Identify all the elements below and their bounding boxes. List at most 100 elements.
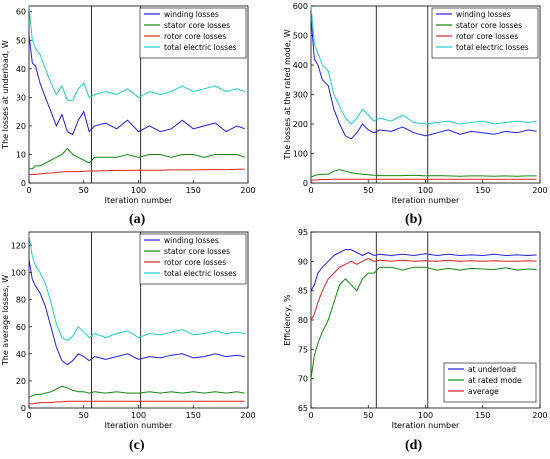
x-tick-label: 50 [79,411,89,420]
series-line-4 [310,5,537,125]
y-tick-label: 0 [21,179,26,188]
y-tick-label: 80 [16,296,26,305]
y-tick-label: 95 [298,228,308,237]
legend-label: winding losses [456,10,511,19]
series-line-2 [310,266,537,379]
panel-label-b: (b) [405,212,423,227]
legend-label: at rated mode [468,376,522,385]
legend-label: total electric losses [456,43,529,52]
legend-label: at underload [468,365,516,374]
y-tick-label: 75 [298,345,308,354]
series-line-3 [311,178,537,181]
series-line-2 [310,169,537,178]
y-tick-label: 20 [16,122,26,131]
y-tick-label: 200 [293,120,308,129]
x-tick-label: 150 [186,186,201,195]
x-tick-label: 50 [363,186,373,195]
x-axis-label: Iteration number [392,421,460,430]
series-line-1 [310,249,537,291]
legend-label: stator core losses [164,247,230,256]
panel-label-c: (c) [129,438,145,453]
y-tick-label: 0 [21,404,26,413]
y-tick-label: 65 [298,404,308,413]
x-tick-label: 0 [26,411,31,420]
y-tick-label: 100 [11,269,26,278]
y-tick-label: 30 [16,93,26,102]
legend: winding losses stator core losses rotor co… [431,7,539,59]
x-tick-label: 100 [418,411,433,420]
y-axis-label: The average losses, W [1,275,10,366]
x-tick-label: 200 [532,411,547,420]
y-axis-label: The losses at the rated mode, W [283,29,292,160]
y-tick-label: 85 [298,287,308,296]
series-line-2 [29,147,245,170]
series-line-2 [28,385,245,398]
x-tick-label: 100 [131,186,146,195]
y-tick-label: 400 [293,61,308,70]
x-tick-label: 50 [363,411,373,420]
y-tick-label: 70 [298,375,308,384]
y-tick-label: 40 [16,350,26,359]
y-tick-label: 50 [16,36,26,45]
y-tick-label: 0 [303,179,308,188]
legend: winding losses stator core losses rotor co… [139,7,247,59]
legend-box [139,7,247,59]
legend-label: rotor core losses [164,32,226,41]
y-tick-label: 600 [293,2,308,11]
y-tick-label: 20 [16,377,26,386]
y-axis-label: Efficiency, % [283,294,292,346]
series-line-1 [28,259,245,366]
y-tick-label: 60 [16,8,26,17]
y-tick-label: 300 [293,91,308,100]
legend: at underload at rated mode average [443,362,537,403]
legend-label: winding losses [164,10,219,19]
y-tick-label: 500 [293,32,308,41]
legend: winding losses stator core losses rotor co… [139,233,247,285]
y-tick-label: 10 [16,150,26,159]
legend-label: winding losses [164,236,219,245]
series-line-4 [28,5,245,101]
series-line-1 [28,34,245,136]
x-tick-label: 0 [308,186,313,195]
series-line-3 [29,400,245,405]
legend-label: rotor core losses [164,258,226,267]
series-line-1 [310,17,537,140]
chart-panel-2: 0 50 100 150 200 0 100 200 300 400 500 600 Iteration… [283,2,548,205]
legend-label: total electric losses [164,43,237,52]
x-tick-label: 100 [418,186,433,195]
x-tick-label: 150 [186,411,201,420]
x-tick-label: 0 [308,411,313,420]
legend-box [431,7,539,59]
series-line-3 [29,168,245,175]
legend-label: stator core losses [164,21,230,30]
chart-panel-4: 0 50 100 150 200 65 70 75 80 85 90 95 Iteration numb… [283,228,548,430]
y-tick-label: 60 [16,323,26,332]
chart-panel-1: 0 50 100 150 200 0 10 20 30 40 50 60 Iteration numbe… [1,5,256,205]
y-tick-label: 90 [298,257,308,266]
x-axis-label: Iteration number [105,421,173,430]
series-line-3 [310,257,537,321]
y-tick-label: 100 [293,150,308,159]
x-tick-label: 150 [475,186,490,195]
panel-label-a: (a) [129,212,146,227]
y-tick-label: 120 [11,242,26,251]
x-tick-label: 150 [475,411,490,420]
x-tick-label: 100 [131,411,146,420]
y-tick-label: 80 [298,316,308,325]
y-tick-label: 40 [16,65,26,74]
legend-label: stator core losses [456,21,522,30]
x-tick-label: 200 [240,411,255,420]
x-tick-label: 50 [79,186,89,195]
legend-label: rotor core losses [456,32,518,41]
x-tick-label: 200 [240,186,255,195]
x-tick-label: 200 [532,186,547,195]
x-axis-label: Iteration number [392,196,460,205]
y-axis-label: The losses at underload, W [1,40,10,150]
legend-label: average [468,387,499,396]
x-axis-label: Iteration number [105,196,173,205]
panel-label-d: (d) [405,438,423,453]
legend-box [139,233,247,285]
x-tick-label: 0 [26,186,31,195]
legend-label: total electric losses [164,269,237,278]
